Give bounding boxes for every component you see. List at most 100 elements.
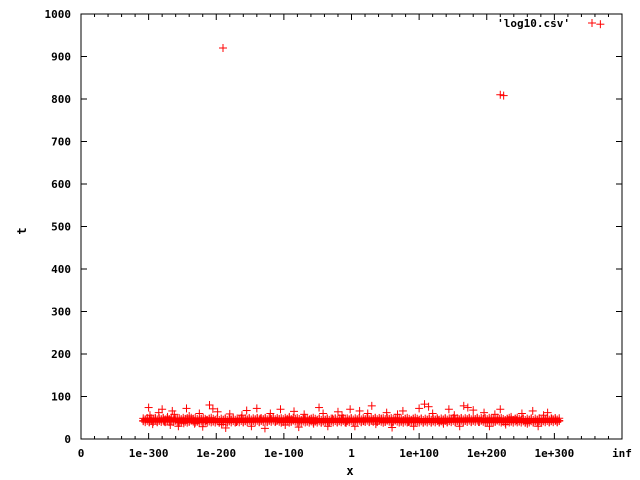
y-tick-label: 600	[51, 178, 71, 191]
data-point	[350, 422, 359, 431]
data-point	[219, 44, 228, 52]
data-point	[256, 414, 265, 423]
legend-marker	[588, 19, 596, 27]
data-point	[305, 415, 314, 424]
data-point	[309, 419, 318, 428]
data-point	[551, 416, 560, 425]
y-tick-label: 700	[51, 136, 71, 149]
data-point	[151, 414, 160, 423]
data-point	[168, 406, 177, 415]
data-point	[388, 423, 397, 432]
data-point	[523, 419, 532, 428]
data-point	[300, 410, 309, 419]
data-point	[185, 412, 194, 421]
y-tick-label: 200	[51, 348, 71, 361]
x-tick-label: 1	[348, 447, 355, 460]
data-point	[333, 407, 342, 416]
data-point	[439, 419, 448, 428]
legend-plus-marker	[588, 19, 596, 27]
data-point	[409, 422, 418, 431]
data-point	[232, 418, 241, 426]
data-point	[179, 419, 188, 428]
data-point	[145, 411, 154, 420]
data-point	[281, 420, 290, 429]
legend: 'log10.csv'	[497, 17, 596, 30]
y-tick-label: 500	[51, 221, 71, 234]
data-point	[507, 412, 516, 421]
data-point	[424, 402, 433, 411]
data-point	[328, 414, 337, 423]
x-tick-label: inf	[612, 447, 632, 460]
data-point	[195, 409, 204, 418]
data-point	[154, 408, 163, 417]
y-tick-label: 1000	[45, 8, 72, 21]
data-point	[434, 416, 443, 425]
data-point	[205, 401, 214, 409]
data-point	[202, 416, 211, 425]
data-point	[490, 410, 499, 419]
data-point	[404, 418, 413, 426]
data-point	[415, 404, 424, 413]
data-point	[455, 422, 464, 431]
data-point	[266, 409, 275, 418]
data-point	[528, 406, 537, 415]
data-point	[517, 409, 526, 418]
data-point	[469, 406, 478, 415]
y-tick-label: 400	[51, 263, 71, 276]
data-point	[163, 412, 172, 421]
y-tick-label: 0	[64, 433, 71, 446]
data-point	[398, 406, 407, 415]
data-point	[496, 405, 505, 414]
data-point	[174, 422, 183, 431]
data-point	[543, 408, 552, 417]
data-point	[323, 422, 332, 431]
data-point	[247, 422, 256, 431]
data-point	[221, 423, 230, 432]
data-point	[393, 410, 402, 419]
data-point	[596, 20, 605, 29]
data-point	[225, 409, 234, 418]
data-point	[501, 420, 510, 429]
data-point	[144, 403, 153, 412]
data-point	[499, 91, 508, 100]
data-point	[198, 422, 207, 431]
plot-frame	[80, 13, 623, 440]
data-point	[271, 417, 280, 426]
data-point	[346, 405, 355, 414]
data-point	[237, 411, 246, 420]
data-point	[342, 418, 351, 427]
data-point	[428, 409, 437, 418]
data-point	[213, 407, 222, 416]
data-point	[512, 416, 521, 425]
data-point	[315, 403, 324, 412]
data-point	[208, 404, 217, 413]
data-point	[285, 412, 294, 421]
data-point	[355, 406, 364, 415]
data-point	[148, 420, 157, 429]
data-point	[359, 417, 368, 426]
data-point	[294, 423, 303, 432]
x-tick-label: 1e+300	[535, 447, 575, 460]
data-point	[539, 411, 548, 420]
data-point	[463, 403, 472, 412]
data-point	[182, 404, 191, 413]
data-point	[363, 409, 372, 418]
data-point	[170, 410, 179, 419]
data-point	[242, 406, 251, 415]
y-axis-label: t	[15, 227, 29, 234]
data-point	[480, 408, 489, 417]
y-tick-label: 300	[51, 306, 71, 319]
x-tick-label: 1e+200	[467, 447, 507, 460]
y-tick-label: 900	[51, 51, 71, 64]
data-point	[166, 420, 175, 429]
data-point	[260, 424, 269, 433]
data-point	[420, 400, 429, 409]
data-point	[290, 407, 299, 416]
data-point	[371, 420, 380, 429]
data-point	[547, 414, 556, 423]
data-point	[496, 90, 505, 99]
data-point	[276, 405, 285, 414]
x-axis-label: x	[346, 464, 353, 478]
data-point	[382, 408, 391, 417]
